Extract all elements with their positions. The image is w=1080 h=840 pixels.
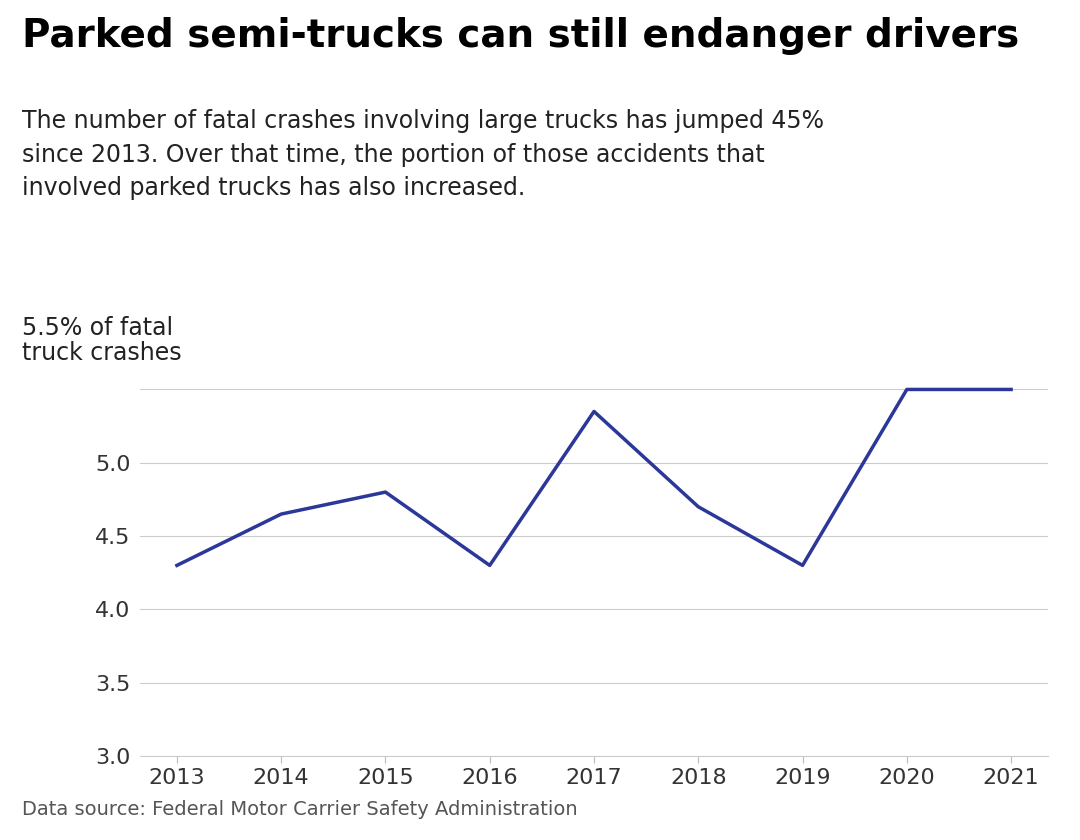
Text: The number of fatal crashes involving large trucks has jumped 45%
since 2013. Ov: The number of fatal crashes involving la… bbox=[22, 109, 824, 200]
Text: Data source: Federal Motor Carrier Safety Administration: Data source: Federal Motor Carrier Safet… bbox=[22, 800, 577, 819]
Text: truck crashes: truck crashes bbox=[22, 341, 181, 365]
Text: 5.5% of fatal: 5.5% of fatal bbox=[22, 316, 173, 340]
Text: Parked semi-trucks can still endanger drivers: Parked semi-trucks can still endanger dr… bbox=[22, 17, 1018, 55]
